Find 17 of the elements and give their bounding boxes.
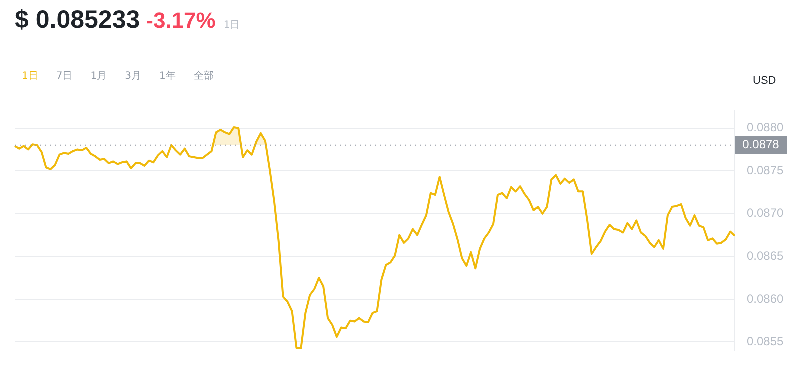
y-tick-label: 0.0880 (747, 120, 784, 135)
y-axis-title: USD (753, 75, 776, 87)
text: 1年 (160, 71, 176, 82)
text: 1日 (22, 71, 38, 82)
y-tick-label: 0.0870 (747, 206, 784, 220)
chart-subtitle: -3.17% (146, 8, 216, 33)
y-tick-label: 0.0865 (747, 248, 784, 263)
ref-line-label: 0.0878 (742, 138, 780, 152)
text: 1日 (224, 20, 240, 31)
text: 3月 (125, 71, 142, 82)
chart-title: $ 0.085233 (15, 6, 140, 34)
y-tick-label: 0.0875 (747, 163, 784, 178)
y-tick-label: 0.0855 (747, 334, 784, 349)
y-tick-label: 0.0860 (747, 292, 784, 306)
text: 全部 (194, 71, 214, 82)
text: 7日 (56, 71, 73, 82)
text: 1月 (90, 71, 108, 82)
